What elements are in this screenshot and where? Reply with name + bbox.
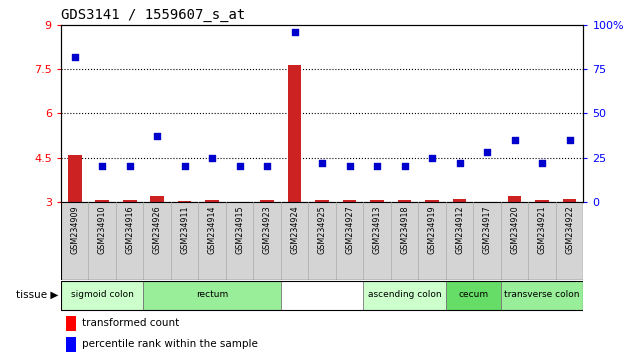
Text: GSM234918: GSM234918 [400, 206, 409, 254]
Point [427, 155, 437, 160]
Bar [363, 281, 446, 310]
Point [510, 137, 520, 143]
Text: GDS3141 / 1559607_s_at: GDS3141 / 1559607_s_at [61, 8, 245, 22]
Text: GSM234922: GSM234922 [565, 206, 574, 255]
Text: GSM234916: GSM234916 [125, 206, 134, 254]
Bar [446, 281, 501, 310]
Bar [343, 200, 356, 202]
Text: GSM234913: GSM234913 [372, 206, 381, 254]
Point [454, 160, 465, 166]
Text: GSM234909: GSM234909 [70, 206, 79, 254]
Text: GSM234927: GSM234927 [345, 206, 354, 255]
Point [69, 54, 79, 59]
Bar [288, 65, 301, 202]
Bar [205, 200, 219, 202]
Text: transverse colon: transverse colon [504, 290, 580, 299]
Bar [453, 199, 467, 202]
Text: GSM234914: GSM234914 [208, 206, 217, 254]
Text: tissue ▶: tissue ▶ [16, 290, 58, 300]
Point [482, 149, 492, 155]
Bar [178, 201, 192, 202]
Bar [315, 200, 329, 202]
Bar [508, 196, 521, 202]
Text: GSM234920: GSM234920 [510, 206, 519, 254]
Point [179, 164, 190, 169]
Bar [150, 196, 164, 202]
Text: ascending colon: ascending colon [368, 290, 442, 299]
Text: GSM234925: GSM234925 [317, 206, 327, 255]
Text: GSM234910: GSM234910 [97, 206, 106, 254]
Point [399, 164, 410, 169]
Point [290, 29, 300, 35]
Point [317, 160, 328, 166]
Point [537, 160, 547, 166]
Point [97, 164, 107, 169]
Bar [68, 155, 81, 202]
Point [124, 164, 135, 169]
Text: GSM234915: GSM234915 [235, 206, 244, 254]
Bar [66, 316, 76, 331]
Bar [563, 199, 576, 202]
Bar [96, 200, 109, 202]
Text: transformed count: transformed count [82, 318, 179, 327]
Text: GSM234917: GSM234917 [483, 206, 492, 254]
Bar [501, 281, 583, 310]
Point [152, 133, 162, 139]
Text: percentile rank within the sample: percentile rank within the sample [82, 339, 258, 349]
Text: rectum: rectum [196, 290, 228, 299]
Text: sigmoid colon: sigmoid colon [71, 290, 133, 299]
Text: GSM234919: GSM234919 [428, 206, 437, 254]
Bar [425, 200, 439, 202]
Bar [66, 337, 76, 352]
Point [235, 164, 245, 169]
Text: GSM234911: GSM234911 [180, 206, 189, 254]
Bar [144, 281, 281, 310]
Bar [61, 281, 144, 310]
Text: GSM234912: GSM234912 [455, 206, 464, 254]
Bar [123, 200, 137, 202]
Text: GSM234923: GSM234923 [263, 206, 272, 254]
Point [262, 164, 272, 169]
Bar [535, 200, 549, 202]
Point [207, 155, 217, 160]
Point [344, 164, 354, 169]
Point [565, 137, 575, 143]
Bar [370, 200, 384, 202]
Text: cecum: cecum [458, 290, 488, 299]
Bar [260, 200, 274, 202]
Text: GSM234926: GSM234926 [153, 206, 162, 254]
Bar [397, 200, 412, 202]
Point [372, 164, 382, 169]
Text: GSM234924: GSM234924 [290, 206, 299, 254]
Text: GSM234921: GSM234921 [538, 206, 547, 254]
